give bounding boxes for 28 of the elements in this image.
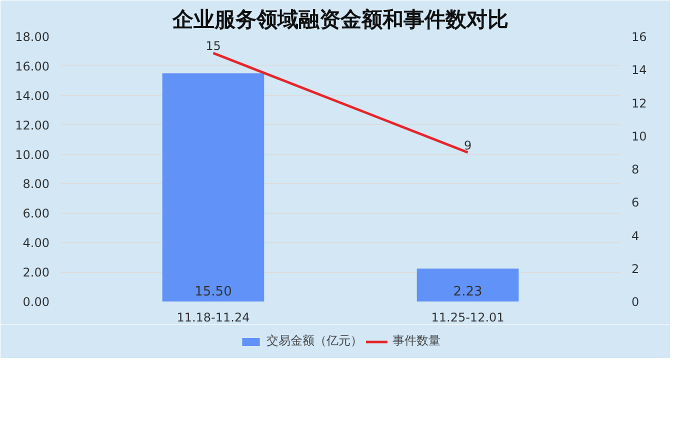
y-tick-label: 14.00 — [15, 88, 50, 103]
legend-label: 交易金额（亿元） — [266, 332, 362, 350]
chart-title: 企业服务领域融资金额和事件数对比 — [172, 8, 508, 32]
y-tick-label: 4.00 — [22, 236, 50, 250]
data-label: 2.23 — [453, 284, 482, 300]
y-tick-label: 10.00 — [15, 148, 50, 162]
x-tick-label: 11.25-12.01 — [431, 310, 504, 324]
y-tick-label: 16.00 — [15, 59, 50, 74]
data-label: 15.50 — [194, 284, 232, 300]
y2-tick-label: 10 — [632, 129, 647, 144]
y2-tick-label: 0 — [632, 295, 640, 309]
y2-tick-label: 14 — [632, 63, 647, 78]
y2-tick-label: 8 — [632, 162, 640, 176]
y-tick-label: 8.00 — [22, 177, 50, 192]
x-tick-label: 11.18-11.24 — [176, 310, 250, 324]
data-label: 15 — [206, 39, 221, 54]
y-tick-label: 2.00 — [22, 266, 50, 280]
y-tick-label: 0.00 — [22, 295, 50, 309]
y2-tick-label: 2 — [632, 262, 640, 276]
y-tick-label: 6.00 — [22, 206, 50, 221]
data-label: 9 — [464, 138, 472, 152]
y-tick-label: 18.00 — [15, 30, 50, 44]
y2-tick-label: 4 — [632, 228, 640, 243]
legend-label: 事件数量 — [392, 332, 440, 350]
y2-tick-label: 16 — [632, 30, 647, 44]
y2-tick-label: 12 — [632, 96, 647, 110]
y-tick-label: 12.00 — [15, 118, 50, 132]
y2-tick-label: 6 — [632, 196, 640, 210]
